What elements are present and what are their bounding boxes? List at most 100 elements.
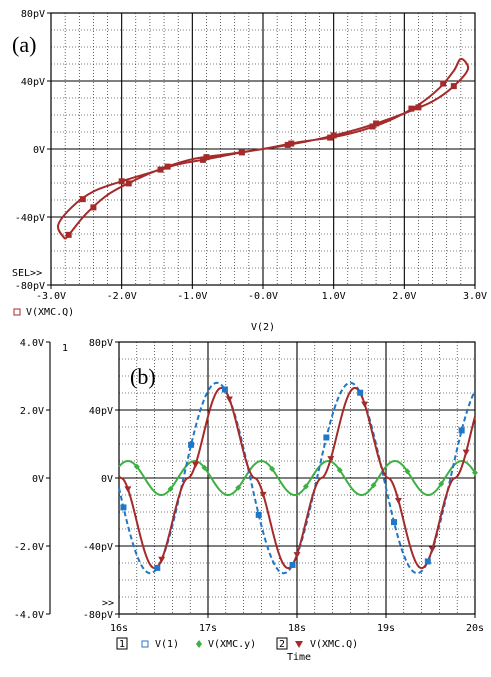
point-marker-vxmcq-b	[394, 498, 402, 505]
point-marker-vxmcq-b	[293, 552, 301, 559]
y1-tick-label: 0V	[32, 474, 44, 485]
point-marker-a	[408, 105, 415, 112]
y1-tick-label: -2.0V	[14, 542, 44, 553]
point-marker-v1	[424, 558, 431, 565]
legend-marker-vxmcq-b	[295, 641, 303, 648]
point-marker-a	[164, 163, 171, 170]
x-tick-label-b: 20s	[466, 623, 484, 634]
tick-labels-a: -3.0V -2.0V -1.0V -0.0V 1.0V 2.0V 3.0V 80pV 40pV…	[15, 9, 487, 302]
point-marker-a	[79, 196, 86, 203]
legend-label-vxmcy: V(XMC.y)	[208, 639, 256, 650]
legend-label-vxmcq-a: V(XMC.Q)	[26, 307, 74, 318]
y2-tick-label: -80pV	[83, 610, 113, 621]
x-axis-label-b: Time	[287, 652, 311, 663]
point-marker-a	[415, 104, 422, 111]
y1-tick-label: 2.0V	[20, 406, 44, 417]
y2-tick-label: 40pV	[89, 406, 113, 417]
x-tick-label-b: 16s	[110, 623, 128, 634]
y2-tick-label: 80pV	[89, 338, 113, 349]
point-marker-a	[203, 154, 210, 161]
point-marker-vxmcy	[370, 482, 377, 489]
point-marker-a	[157, 166, 164, 173]
y1-axis-number: 1	[62, 343, 68, 354]
legend-b: 1 V(1) V(XMC.y) 2 V(XMC.Q)	[116, 637, 358, 650]
point-marker-vxmcq-b	[124, 486, 132, 493]
y2-tick-label: -40pV	[83, 542, 113, 553]
point-marker-v1	[323, 434, 330, 441]
point-marker-vxmcq-b	[462, 449, 470, 456]
y-tick-label-a: -80pV	[15, 281, 45, 292]
legend-group-box-1	[116, 637, 128, 650]
point-marker-vxmcy	[302, 483, 309, 490]
x-tick-label-a: -2.0V	[107, 291, 137, 302]
series-vxmcq-a	[56, 57, 470, 240]
point-marker-v1	[255, 511, 262, 518]
x-tick-label-a: 3.0V	[463, 291, 487, 302]
tick-labels-b: 16s 17s 18s 19s 20s 4.0V 2.0V 0V -2.0V -4.0V 80pV 4…	[14, 338, 484, 634]
legend-label-v1: V(1)	[155, 639, 179, 650]
legend-a: V(XMC.Q)	[13, 307, 74, 318]
x-tick-label-b: 19s	[377, 623, 395, 634]
panel-label-a: (a)	[12, 32, 36, 57]
point-marker-vxmcy	[404, 468, 411, 475]
point-marker-v1	[221, 386, 228, 393]
legend-marker-vxmcq-a	[13, 308, 21, 316]
legend-marker-v1	[141, 640, 149, 648]
x-tick-label-a: 2.0V	[392, 291, 416, 302]
point-marker-vxmcq-b	[327, 456, 335, 463]
x-tick-label-a: -3.0V	[36, 291, 66, 302]
panel-b: 16s 17s 18s 19s 20s 4.0V 2.0V 0V -2.0V -4.0V 80pV 4…	[14, 338, 484, 663]
point-marker-a	[330, 132, 337, 139]
point-marker-vxmcq-b	[428, 546, 436, 553]
point-marker-vxmcy	[269, 465, 276, 472]
panel-label-b: (b)	[130, 364, 156, 389]
legend-marker-vxmcy	[196, 640, 202, 648]
point-marker-a	[65, 231, 72, 238]
point-marker-vxmcq-b	[192, 461, 200, 468]
series-b	[118, 381, 478, 575]
point-marker-v1	[391, 519, 398, 526]
legend-group-number-1: 1	[119, 639, 125, 650]
point-marker-a	[373, 120, 380, 127]
y-tick-label-a: -40pV	[15, 213, 45, 224]
point-marker-v1	[120, 504, 127, 511]
point-marker-vxmcq-b	[225, 396, 233, 403]
panel-a: -3.0V -2.0V -1.0V -0.0V 1.0V 2.0V 3.0V 80pV 40pV…	[12, 9, 487, 333]
point-marker-vxmcy	[336, 467, 343, 474]
point-marker-a	[327, 134, 334, 141]
point-marker-vxmcy	[133, 463, 140, 470]
series-line-vxmcy	[118, 459, 476, 496]
x-tick-label-a: -0.0V	[248, 291, 278, 302]
legend-group-number-2: 2	[279, 639, 285, 650]
y-tick-label-a: 80pV	[21, 9, 45, 20]
point-marker-vxmcy	[438, 480, 445, 487]
point-marker-a	[90, 204, 97, 211]
y-tick-label-a: 0V	[33, 145, 45, 156]
point-marker-vxmcy	[167, 485, 174, 492]
sel-marker-a: SEL>>	[12, 268, 42, 279]
point-marker-a	[450, 83, 457, 90]
point-marker-a	[238, 149, 245, 156]
y1-tick-label: 4.0V	[20, 338, 44, 349]
point-marker-a	[284, 141, 291, 148]
x-axis-label-a: V(2)	[251, 322, 275, 333]
point-marker-vxmcy	[235, 484, 242, 491]
x-tick-label-b: 18s	[288, 623, 306, 634]
point-marker-v1	[154, 564, 161, 571]
y1-tick-label: -4.0V	[14, 610, 44, 621]
point-marker-a	[118, 178, 125, 185]
point-marker-a	[288, 140, 295, 147]
point-marker-vxmcy	[201, 464, 208, 471]
point-marker-vxmcy	[472, 469, 478, 476]
point-marker-vxmcq-b	[361, 401, 369, 408]
point-marker-v1	[289, 561, 296, 568]
point-marker-v1	[188, 441, 195, 448]
y2-tick-label: 0V	[101, 474, 113, 485]
point-marker-vxmcq-b	[259, 491, 267, 498]
point-marker-v1	[357, 389, 364, 396]
legend-label-vxmcq-b: V(XMC.Q)	[310, 639, 358, 650]
point-marker-a	[369, 123, 376, 130]
x-tick-label-a: 1.0V	[322, 291, 346, 302]
sel-marker-b: >>	[102, 598, 114, 609]
